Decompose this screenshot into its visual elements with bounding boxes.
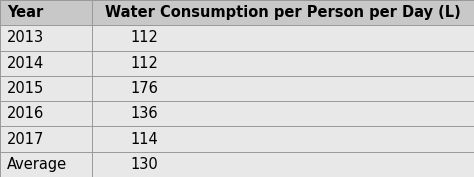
Bar	[92, 0, 474, 25]
Text: 130: 130	[130, 157, 158, 172]
Text: 112: 112	[130, 30, 158, 45]
Bar	[92, 101, 474, 126]
Text: 136: 136	[130, 106, 158, 121]
Text: 114: 114	[130, 132, 158, 147]
Text: 2015: 2015	[7, 81, 45, 96]
Text: 176: 176	[130, 81, 158, 96]
Bar	[0, 101, 92, 126]
Text: Water Consumption per Person per Day (L): Water Consumption per Person per Day (L)	[105, 5, 461, 20]
Bar	[0, 126, 92, 152]
Bar	[92, 76, 474, 101]
Text: 2016: 2016	[7, 106, 45, 121]
Bar	[92, 126, 474, 152]
Bar	[0, 0, 92, 25]
Bar	[0, 152, 92, 177]
Bar	[92, 25, 474, 51]
Bar	[0, 51, 92, 76]
Text: 2017: 2017	[7, 132, 45, 147]
Bar	[92, 152, 474, 177]
Text: Average: Average	[7, 157, 67, 172]
Text: 2014: 2014	[7, 56, 45, 71]
Text: Year: Year	[7, 5, 43, 20]
Bar	[0, 76, 92, 101]
Bar	[92, 51, 474, 76]
Text: 2013: 2013	[7, 30, 44, 45]
Text: 112: 112	[130, 56, 158, 71]
Bar	[0, 25, 92, 51]
